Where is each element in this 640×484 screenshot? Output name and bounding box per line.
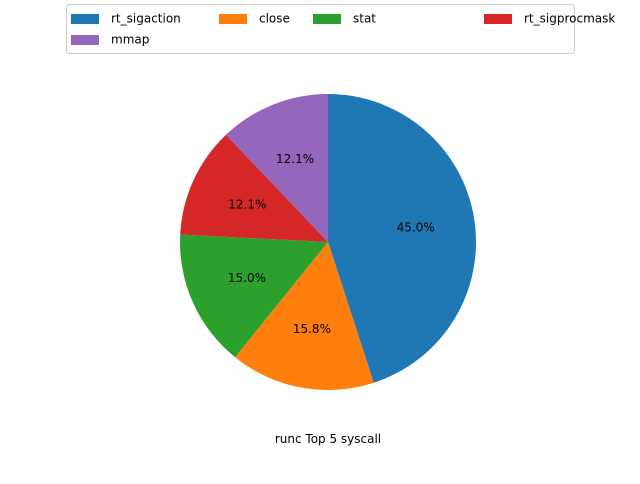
pie-slice-close [235, 242, 374, 391]
slice-label-stat: 15.0% [228, 271, 266, 285]
legend-label-rt-sigprocmask: rt_sigprocmask [524, 12, 615, 26]
legend-swatch-close [219, 14, 247, 24]
slice-label-mmap: 12.1% [276, 152, 314, 166]
pie-slice-stat [180, 234, 328, 358]
legend-label-mmap: mmap [111, 33, 149, 47]
legend-swatch-rt-sigaction [71, 14, 99, 24]
legend-label-stat: stat [353, 12, 376, 26]
slice-label-rt-sigprocmask: 12.1% [228, 197, 266, 211]
slice-label-close: 15.8% [293, 322, 331, 336]
legend-swatch-rt-sigprocmask [484, 14, 512, 24]
legend-frame [66, 4, 575, 54]
legend-swatch-stat [313, 14, 341, 24]
slice-labels: 45.0% 15.8% 15.0% 12.1% 12.1% [228, 152, 435, 336]
legend-label-close: close [259, 12, 290, 26]
pie-slices [180, 93, 477, 391]
legend-label-rt-sigaction: rt_sigaction [111, 12, 181, 26]
slice-label-rt-sigaction: 45.0% [397, 221, 435, 235]
chart-title: runc Top 5 syscall [275, 432, 381, 446]
pie-slice-rt-sigprocmask [180, 134, 328, 242]
pie-slice-mmap [226, 94, 328, 242]
legend-swatch-mmap [71, 35, 99, 45]
pie-slice-rt-sigaction [328, 93, 477, 383]
